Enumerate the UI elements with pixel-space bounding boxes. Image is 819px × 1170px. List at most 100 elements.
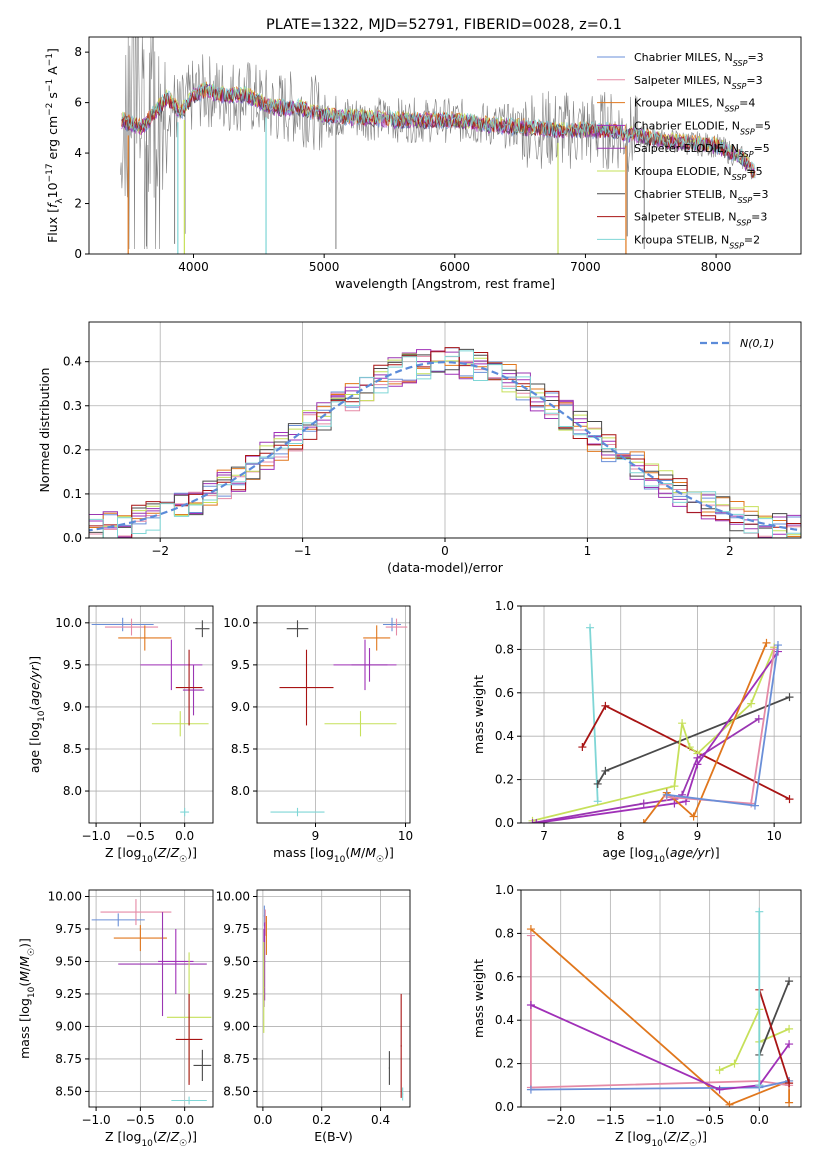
x-axis-label-part: )] — [697, 1129, 707, 1144]
error-bar-point — [363, 625, 391, 651]
x-axis-label-part: age/yr — [670, 845, 711, 860]
x-axis-label: age [log10(age/yr)] — [602, 845, 719, 865]
x-axis-label-part: Z [log — [105, 1129, 141, 1144]
legend-count: =3 — [751, 211, 767, 224]
axes-frame — [88, 321, 802, 539]
x-axis-label-part: ( — [153, 1129, 158, 1144]
model-spectrum-chabrier-stelib — [121, 83, 756, 178]
mass-weight-marker — [785, 1079, 794, 1088]
y-axis-label-part: age [log — [27, 722, 42, 773]
x-axis-label-part: ( — [663, 1129, 668, 1144]
y-tick-label: 9.00 — [223, 1019, 250, 1033]
panel-spectrum: 4000 5000 6000 7000 8000 0 2 4 6 8 wavelength [Ang… — [45, 36, 802, 291]
x-tick-label: 4000 — [178, 260, 209, 274]
mass-weight-line — [536, 651, 779, 823]
y-axis-label-part: Normed distribution — [37, 368, 52, 493]
legend-model: Chabrier MILES, N — [634, 51, 733, 64]
legend-sub: SSP — [736, 218, 751, 227]
mass-weight-marker — [755, 907, 764, 916]
x-axis-label-part: ( — [153, 845, 158, 860]
mass-weight-marker — [528, 819, 537, 823]
axes-frame — [88, 605, 214, 824]
x-axis-label: E(B-V) — [314, 1129, 353, 1144]
y-axis-label-part: / — [17, 966, 32, 971]
y-tick-label: 9.25 — [223, 987, 250, 1001]
x-axis-label-part: (data-model)/error — [387, 560, 504, 575]
residual-histogram — [89, 347, 801, 538]
x-axis-label-part: )] — [187, 1129, 197, 1144]
y-tick-label: 9.00 — [55, 1019, 82, 1033]
mass-weight-marker — [678, 719, 687, 728]
error-bar-point — [158, 928, 194, 994]
y-tick-label: 0 — [74, 247, 82, 261]
legend-sub: SSP — [740, 127, 755, 136]
y-tick-label: 0.6 — [495, 686, 514, 700]
y-tick-label: 0.4 — [63, 355, 82, 369]
y-tick-label: 10.0 — [55, 616, 82, 630]
mass-weight-line — [758, 980, 790, 1056]
x-tick-label: −2 — [151, 544, 169, 558]
x-axis-label-part: Z — [170, 1129, 180, 1144]
x-tick-label: 0.0 — [175, 829, 194, 843]
mass-weight-marker — [601, 701, 610, 710]
mass-weight-marker — [730, 1059, 739, 1068]
error-bar-point — [193, 1049, 212, 1082]
x-axis-label-part: ☉ — [376, 855, 384, 865]
mass-weight-marker — [639, 799, 648, 808]
legend-model: Kroupa MILES, N — [634, 97, 724, 110]
y-axis-label-part: age/yr — [27, 665, 42, 706]
mass-weight-marker — [532, 819, 541, 823]
mass-weight-line — [530, 928, 790, 1106]
y-axis-label: age [log10(age/yr)] — [27, 656, 47, 773]
x-axis-label-part: M — [365, 845, 376, 860]
x-tick-label: 10 — [398, 829, 413, 843]
y-tick-label: 4 — [74, 146, 82, 160]
legend-count: =5 — [746, 165, 762, 178]
legend-sub: SSP — [732, 81, 747, 90]
axes-frame — [520, 605, 802, 824]
legend-sub: SSP — [738, 195, 753, 204]
y-axis-label-part: ] — [45, 48, 60, 53]
plot-area — [257, 606, 410, 823]
y-tick-label: 8.0 — [231, 784, 250, 798]
x-axis-label-part: M — [350, 845, 361, 860]
y-tick-label: 8.5 — [63, 742, 82, 756]
x-tick-label: −0.5 — [126, 1113, 155, 1127]
mass-weight-marker — [755, 1081, 764, 1090]
mass-weight-marker — [785, 1040, 794, 1049]
x-axis-label: Z [log10(Z/Z☉)] — [615, 1129, 707, 1149]
x-axis-label-part: )] — [187, 845, 197, 860]
x-axis-label-part: 10 — [141, 1139, 153, 1149]
error-bar-point — [263, 941, 265, 1033]
x-tick-label: 5000 — [309, 260, 340, 274]
y-axis-label-part: )] — [27, 656, 42, 666]
x-axis-label-part: Z — [667, 1129, 677, 1144]
mass-weight-marker — [593, 779, 602, 788]
legend-entry: Salpeter STELIB, NSSP=3 — [634, 211, 767, 228]
y-tick-label: 10.00 — [216, 889, 250, 903]
y-tick-label: 0.2 — [63, 443, 82, 457]
y-axis-label-part: M — [17, 971, 32, 982]
panel-residuals: −2 −1 0 1 2 0.0 0.1 0.2 0.3 0.4 N(0,1) (data-model)… — [37, 321, 802, 575]
y-axis-label-part: λ — [55, 198, 65, 204]
x-axis-label-part: )] — [384, 845, 394, 860]
y-axis-label-part: −1 — [45, 79, 55, 92]
x-axis-label-part: / — [166, 1129, 171, 1144]
x-tick-label: 0.0 — [253, 1113, 272, 1127]
y-axis-label-part: M — [17, 956, 32, 967]
y-axis-label-part: )] — [17, 938, 32, 948]
y-tick-label: 9.0 — [231, 700, 250, 714]
error-bar-point — [171, 1096, 207, 1105]
plot-area — [120, 37, 756, 254]
x-tick-label: −0.5 — [695, 1113, 724, 1127]
x-axis-label-part: 10 — [141, 855, 153, 865]
panel-age-vs-z: −1.0 −0.5 0.08.08.59.09.510.0Z [log10(Z/Z☉… — [27, 605, 214, 865]
x-tick-label: −2.0 — [546, 1113, 575, 1127]
y-tick-label: 0.0 — [495, 816, 514, 830]
legend-sub: SSP — [724, 104, 739, 113]
model-spectrum-salpeter-stelib — [121, 84, 756, 179]
y-axis-label-part: mass weight — [471, 959, 486, 1038]
mass-weight-marker — [670, 799, 679, 808]
plot-area — [521, 606, 801, 823]
